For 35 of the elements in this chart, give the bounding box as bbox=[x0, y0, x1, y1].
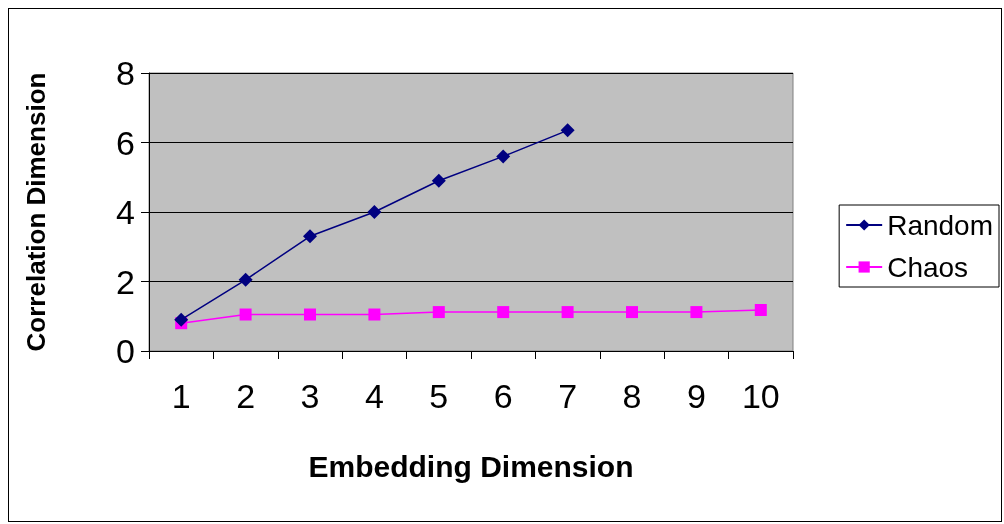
y-tick-label: 6 bbox=[116, 123, 135, 162]
point bbox=[303, 229, 317, 244]
x-tick-label: 2 bbox=[236, 377, 256, 415]
x-axis-title: Embedding Dimension bbox=[308, 449, 634, 483]
point bbox=[432, 306, 445, 319]
x-tick-label: 6 bbox=[493, 377, 513, 415]
x-tick-label: 1 bbox=[171, 377, 191, 415]
point bbox=[560, 123, 575, 138]
point bbox=[496, 149, 511, 164]
point bbox=[304, 308, 316, 321]
point bbox=[561, 306, 574, 319]
point bbox=[368, 308, 381, 321]
point bbox=[238, 272, 253, 287]
point bbox=[497, 306, 510, 319]
y-tick-label: 0 bbox=[116, 332, 135, 370]
x-tick-label: 4 bbox=[364, 377, 384, 415]
point bbox=[174, 312, 189, 327]
x-tick-label: 3 bbox=[300, 377, 320, 415]
point bbox=[367, 205, 382, 219]
y-tick-label: 8 bbox=[116, 54, 135, 92]
point bbox=[239, 308, 252, 321]
y-tick-label: 4 bbox=[116, 193, 135, 231]
y-axis-title: Correlation Dimension bbox=[21, 72, 51, 352]
legend-label: Chaos bbox=[887, 251, 969, 283]
point bbox=[690, 306, 703, 319]
point bbox=[626, 306, 638, 319]
legend-label: Random bbox=[887, 209, 994, 241]
x-tick-label: 8 bbox=[622, 377, 642, 415]
point bbox=[431, 173, 446, 188]
x-tick-label: 5 bbox=[429, 377, 449, 415]
y-tick-label: 2 bbox=[116, 262, 135, 301]
x-tick-label: 7 bbox=[558, 377, 578, 415]
point bbox=[754, 303, 767, 316]
x-tick-label: 9 bbox=[686, 377, 706, 415]
x-tick-label: 10 bbox=[741, 377, 780, 415]
